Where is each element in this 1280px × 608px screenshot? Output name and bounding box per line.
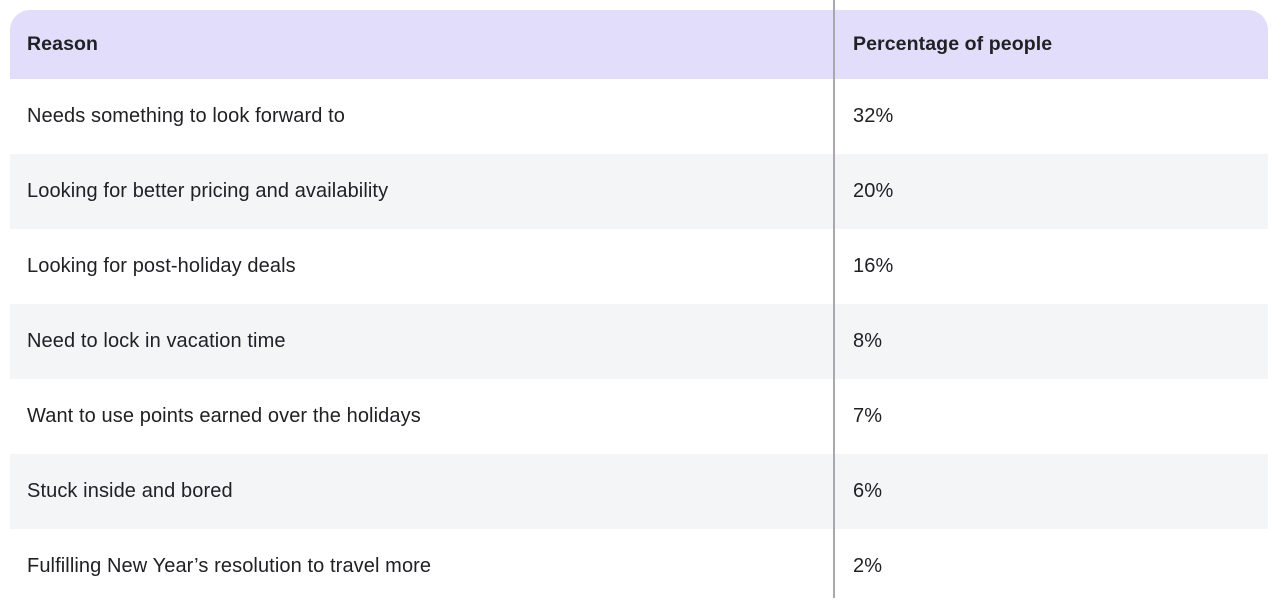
percentage-cell: 16% bbox=[853, 255, 894, 277]
table-row: Fulfilling New Year’s resolution to trav… bbox=[10, 529, 1268, 604]
table-header-row: Reason Percentage of people bbox=[10, 10, 1268, 79]
column-header-reason: Reason bbox=[27, 33, 99, 55]
column-divider-line bbox=[833, 0, 835, 598]
reason-cell: Need to lock in vacation time bbox=[27, 330, 286, 352]
reason-cell: Looking for better pricing and availabil… bbox=[27, 180, 389, 202]
reason-cell: Looking for post-holiday deals bbox=[27, 255, 296, 277]
percentage-cell: 2% bbox=[853, 555, 883, 577]
reason-cell: Needs something to look forward to bbox=[27, 105, 346, 127]
column-header-percentage: Percentage of people bbox=[853, 33, 1053, 55]
percentage-cell: 32% bbox=[853, 105, 894, 127]
reason-cell: Fulfilling New Year’s resolution to trav… bbox=[27, 555, 432, 577]
table-row: Want to use points earned over the holid… bbox=[10, 379, 1268, 454]
reason-cell: Want to use points earned over the holid… bbox=[27, 405, 421, 427]
reasons-table: Reason Percentage of people Needs someth… bbox=[10, 10, 1268, 604]
percentage-cell: 7% bbox=[853, 405, 883, 427]
percentage-cell: 6% bbox=[853, 480, 883, 502]
percentage-cell: 8% bbox=[853, 330, 883, 352]
table-row: Need to lock in vacation time 8% bbox=[10, 304, 1268, 379]
table-row: Stuck inside and bored 6% bbox=[10, 454, 1268, 529]
reason-cell: Stuck inside and bored bbox=[27, 480, 233, 502]
table-row: Looking for post-holiday deals 16% bbox=[10, 229, 1268, 304]
percentage-cell: 20% bbox=[853, 180, 894, 202]
table-row: Looking for better pricing and availabil… bbox=[10, 154, 1268, 229]
table-row: Needs something to look forward to 32% bbox=[10, 79, 1268, 154]
